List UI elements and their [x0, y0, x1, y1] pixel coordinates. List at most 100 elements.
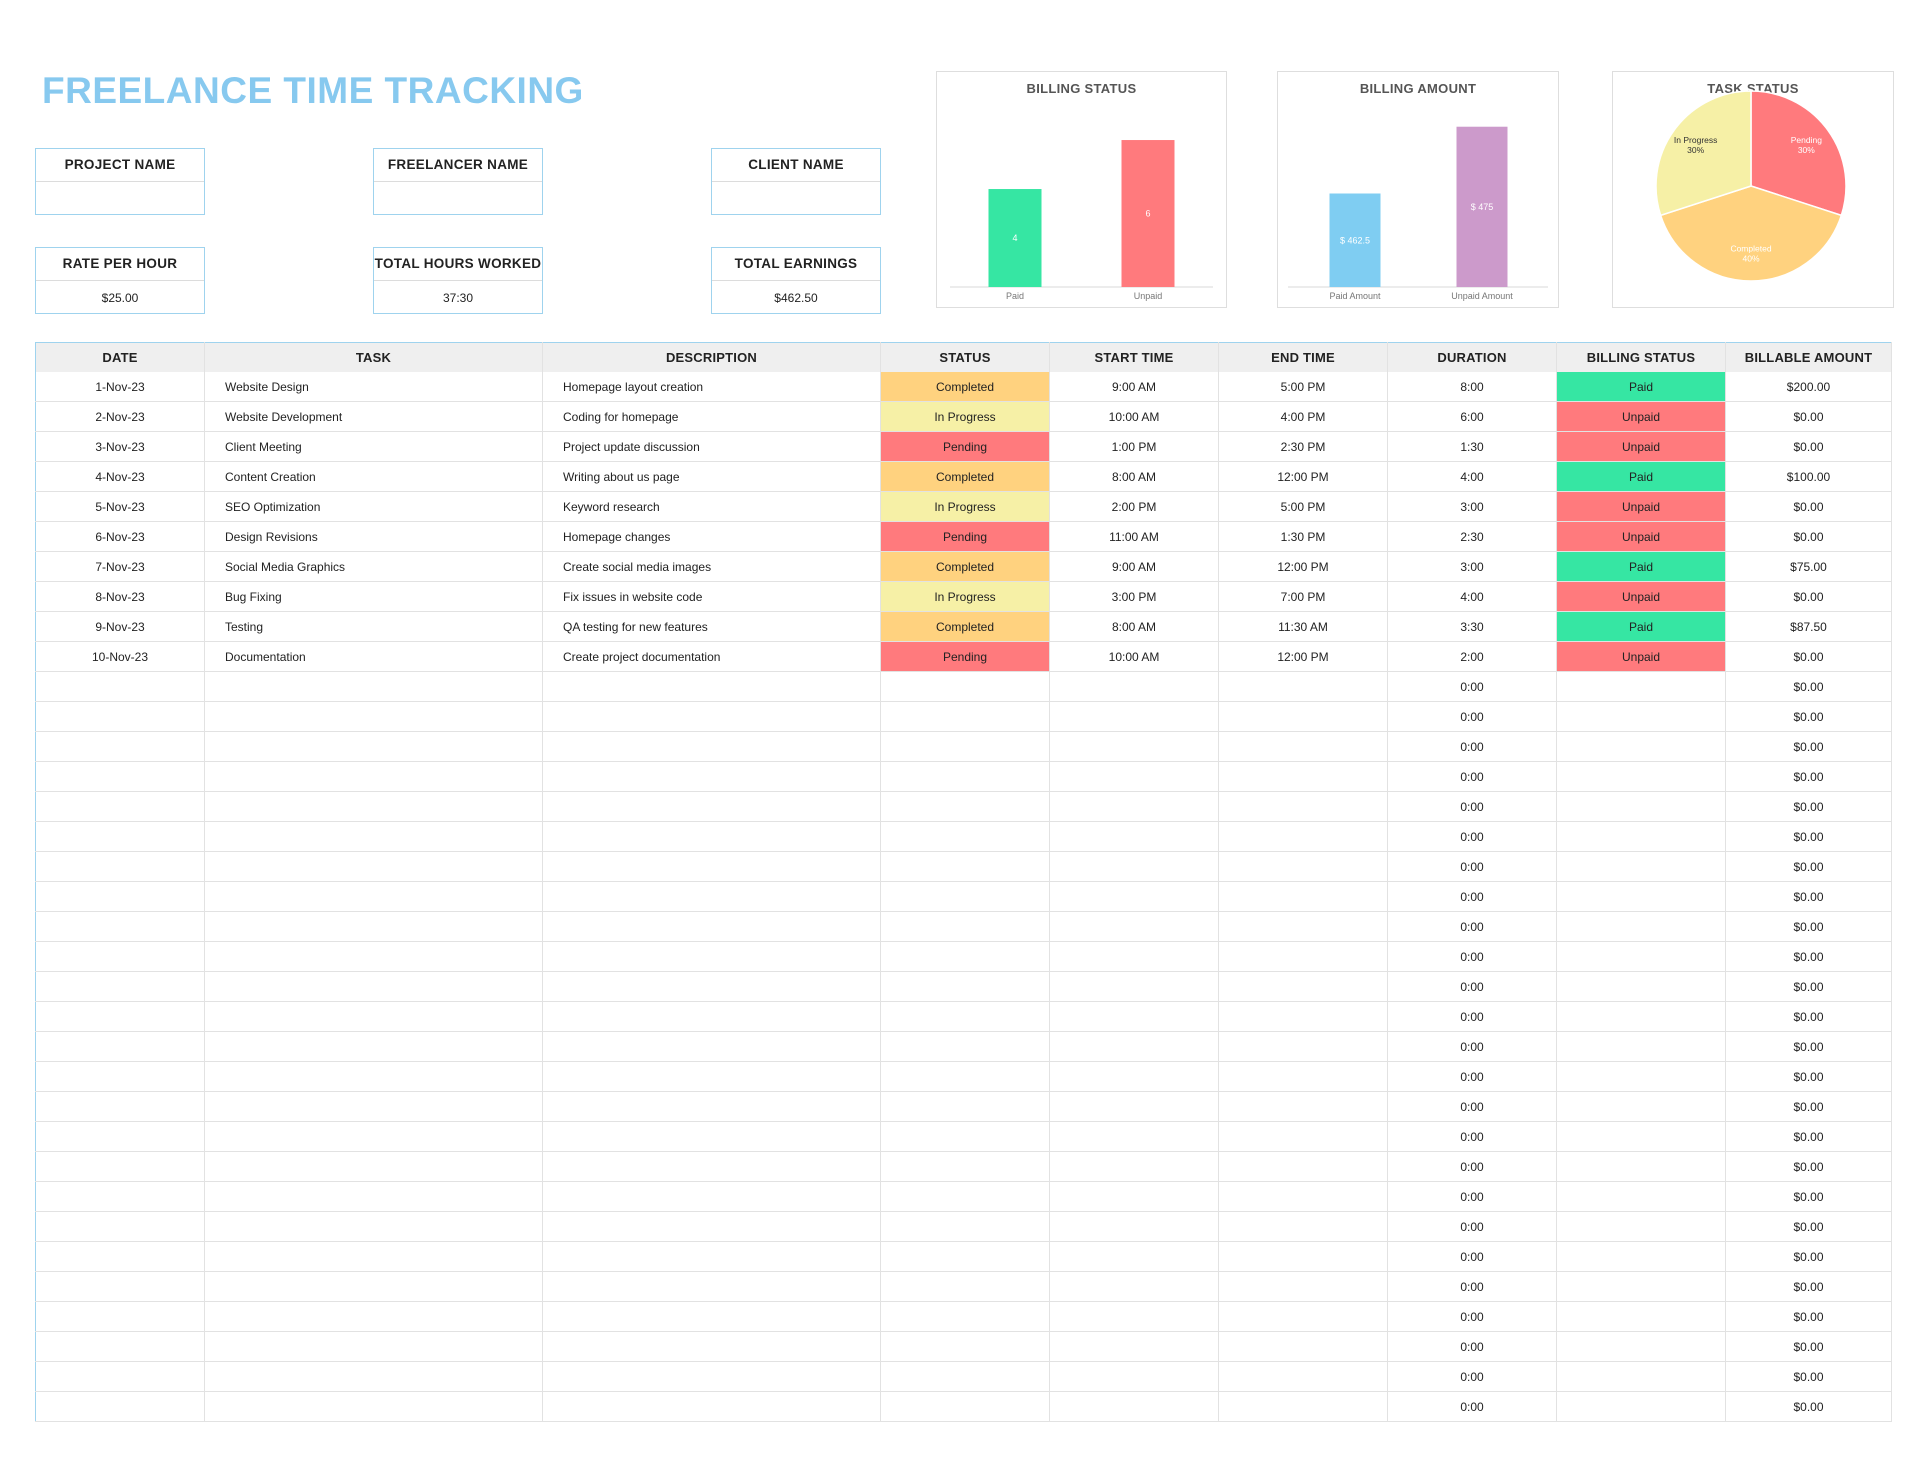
- cell-task[interactable]: Website Development: [204, 401, 543, 432]
- cell-billable-amount[interactable]: $0.00: [1725, 761, 1892, 792]
- cell-duration[interactable]: 0:00: [1387, 1211, 1557, 1242]
- cell-description[interactable]: Create project documentation: [542, 641, 881, 672]
- cell-status[interactable]: [880, 1121, 1050, 1152]
- cell-description[interactable]: [542, 851, 881, 882]
- cell-start-time[interactable]: [1049, 1361, 1219, 1392]
- cell-description[interactable]: [542, 1001, 881, 1032]
- cell-date[interactable]: 6-Nov-23: [35, 521, 205, 552]
- cell-start-time[interactable]: [1049, 911, 1219, 942]
- cell-task[interactable]: [204, 671, 543, 702]
- cell-end-time[interactable]: [1218, 1301, 1388, 1332]
- cell-duration[interactable]: 0:00: [1387, 761, 1557, 792]
- cell-billable-amount[interactable]: $0.00: [1725, 1271, 1892, 1302]
- cell-end-time[interactable]: 4:00 PM: [1218, 401, 1388, 432]
- cell-task[interactable]: [204, 1181, 543, 1212]
- cell-start-time[interactable]: [1049, 1211, 1219, 1242]
- cell-task[interactable]: [204, 1091, 543, 1122]
- cell-duration[interactable]: 0:00: [1387, 1181, 1557, 1212]
- cell-description[interactable]: [542, 1031, 881, 1062]
- freelancer-name-field[interactable]: [374, 182, 542, 214]
- cell-date[interactable]: [35, 1241, 205, 1272]
- cell-end-time[interactable]: [1218, 1031, 1388, 1062]
- cell-billing-status[interactable]: [1556, 731, 1726, 762]
- cell-start-time[interactable]: 3:00 PM: [1049, 581, 1219, 612]
- cell-description[interactable]: [542, 1181, 881, 1212]
- cell-start-time[interactable]: [1049, 791, 1219, 822]
- cell-date[interactable]: [35, 941, 205, 972]
- cell-task[interactable]: Bug Fixing: [204, 581, 543, 612]
- cell-description[interactable]: Homepage changes: [542, 521, 881, 552]
- cell-start-time[interactable]: [1049, 1331, 1219, 1362]
- cell-date[interactable]: [35, 1271, 205, 1302]
- cell-end-time[interactable]: 12:00 PM: [1218, 551, 1388, 582]
- cell-duration[interactable]: 3:00: [1387, 491, 1557, 522]
- cell-description[interactable]: Coding for homepage: [542, 401, 881, 432]
- cell-end-time[interactable]: [1218, 1151, 1388, 1182]
- cell-end-time[interactable]: 12:00 PM: [1218, 641, 1388, 672]
- cell-task[interactable]: [204, 1151, 543, 1182]
- cell-billing-status[interactable]: [1556, 1001, 1726, 1032]
- cell-end-time[interactable]: [1218, 1121, 1388, 1152]
- cell-start-time[interactable]: 9:00 AM: [1049, 372, 1219, 402]
- cell-billable-amount[interactable]: $0.00: [1725, 641, 1892, 672]
- cell-description[interactable]: [542, 971, 881, 1002]
- cell-status[interactable]: Pending: [880, 431, 1050, 462]
- column-header-status[interactable]: STATUS: [880, 342, 1050, 372]
- cell-billing-status[interactable]: [1556, 1241, 1726, 1272]
- cell-end-time[interactable]: [1218, 701, 1388, 732]
- cell-task[interactable]: [204, 1271, 543, 1302]
- cell-start-time[interactable]: [1049, 851, 1219, 882]
- cell-start-time[interactable]: [1049, 1241, 1219, 1272]
- cell-status[interactable]: [880, 911, 1050, 942]
- cell-date[interactable]: [35, 1391, 205, 1422]
- cell-date[interactable]: [35, 1151, 205, 1182]
- cell-description[interactable]: Project update discussion: [542, 431, 881, 462]
- cell-billable-amount[interactable]: $0.00: [1725, 1181, 1892, 1212]
- column-header-description[interactable]: DESCRIPTION: [542, 342, 881, 372]
- cell-billable-amount[interactable]: $200.00: [1725, 372, 1892, 402]
- cell-billing-status[interactable]: [1556, 761, 1726, 792]
- cell-description[interactable]: [542, 1331, 881, 1362]
- cell-end-time[interactable]: [1218, 671, 1388, 702]
- cell-billing-status[interactable]: [1556, 821, 1726, 852]
- cell-billing-status[interactable]: [1556, 1151, 1726, 1182]
- cell-billing-status[interactable]: [1556, 1091, 1726, 1122]
- cell-duration[interactable]: 0:00: [1387, 911, 1557, 942]
- cell-billing-status[interactable]: Paid: [1556, 461, 1726, 492]
- cell-duration[interactable]: 0:00: [1387, 671, 1557, 702]
- cell-start-time[interactable]: 2:00 PM: [1049, 491, 1219, 522]
- cell-end-time[interactable]: [1218, 971, 1388, 1002]
- cell-billing-status[interactable]: [1556, 1301, 1726, 1332]
- cell-task[interactable]: [204, 1031, 543, 1062]
- cell-task[interactable]: [204, 881, 543, 912]
- cell-start-time[interactable]: [1049, 881, 1219, 912]
- cell-start-time[interactable]: [1049, 731, 1219, 762]
- cell-end-time[interactable]: [1218, 791, 1388, 822]
- cell-duration[interactable]: 0:00: [1387, 1121, 1557, 1152]
- cell-description[interactable]: [542, 791, 881, 822]
- cell-end-time[interactable]: [1218, 1001, 1388, 1032]
- cell-billing-status[interactable]: Unpaid: [1556, 431, 1726, 462]
- cell-status[interactable]: [880, 851, 1050, 882]
- cell-duration[interactable]: 0:00: [1387, 881, 1557, 912]
- cell-start-time[interactable]: [1049, 1391, 1219, 1422]
- cell-date[interactable]: [35, 731, 205, 762]
- cell-task[interactable]: [204, 1061, 543, 1092]
- cell-date[interactable]: [35, 971, 205, 1002]
- cell-status[interactable]: In Progress: [880, 401, 1050, 432]
- cell-start-time[interactable]: [1049, 1301, 1219, 1332]
- cell-status[interactable]: [880, 1301, 1050, 1332]
- cell-billable-amount[interactable]: $0.00: [1725, 1031, 1892, 1062]
- cell-date[interactable]: [35, 1301, 205, 1332]
- client-name-field[interactable]: [712, 182, 880, 214]
- cell-billing-status[interactable]: Paid: [1556, 611, 1726, 642]
- cell-billing-status[interactable]: Paid: [1556, 551, 1726, 582]
- column-header-start-time[interactable]: START TIME: [1049, 342, 1219, 372]
- cell-start-time[interactable]: [1049, 1121, 1219, 1152]
- cell-status[interactable]: [880, 791, 1050, 822]
- cell-billable-amount[interactable]: $0.00: [1725, 731, 1892, 762]
- cell-duration[interactable]: 6:00: [1387, 401, 1557, 432]
- cell-task[interactable]: [204, 821, 543, 852]
- cell-billing-status[interactable]: [1556, 911, 1726, 942]
- cell-duration[interactable]: 3:30: [1387, 611, 1557, 642]
